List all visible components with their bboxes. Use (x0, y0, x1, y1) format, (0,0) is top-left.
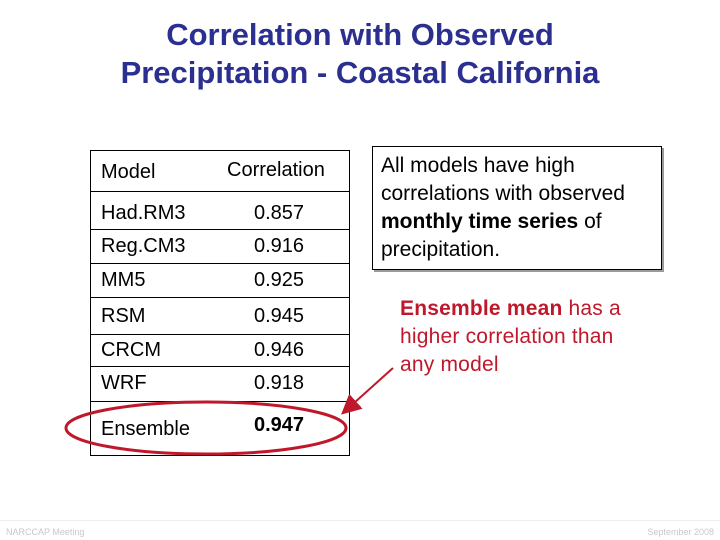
ensemble-correlation: 0.947 (254, 414, 305, 436)
row-model: WRF (101, 372, 147, 394)
correlation-table: Model Correlation Had.RM3 0.857 Reg.CM3 … (90, 150, 350, 456)
row-correlation: 0.945 (254, 305, 305, 327)
ensemble-note: Ensemble mean has a higher correlation t… (400, 295, 650, 379)
slide-title: Correlation with Observed Precipitation … (0, 16, 720, 92)
row-correlation: 0.916 (254, 235, 305, 257)
row-model: Reg.CM3 (101, 235, 186, 257)
ensemble-note-bold: Ensemble mean (400, 297, 563, 320)
row-model: CRCM (101, 339, 161, 361)
ensemble-note-text: has a higher correlation than any model (400, 297, 621, 376)
row-divider (91, 334, 349, 335)
title-line-1: Correlation with Observed (166, 17, 554, 52)
footer-right-text: September 2008 (647, 527, 714, 537)
row-correlation: 0.857 (254, 202, 305, 224)
row-correlation: 0.918 (254, 372, 305, 394)
row-divider (91, 229, 349, 230)
row-divider (91, 263, 349, 264)
row-model: MM5 (101, 269, 146, 291)
callout-text: All models have high correlations with o… (381, 154, 625, 205)
row-model: RSM (101, 305, 146, 327)
summary-callout: All models have high correlations with o… (372, 146, 662, 270)
row-divider (91, 401, 349, 402)
ensemble-label: Ensemble (101, 418, 190, 440)
title-line-2: Precipitation - Coastal California (120, 55, 600, 90)
highlight-arrow (341, 367, 394, 415)
row-divider (91, 297, 349, 298)
row-model: Had.RM3 (101, 202, 186, 224)
callout-text-end: of precipitation. (381, 210, 602, 261)
callout-bold-text: monthly time series (381, 210, 579, 233)
row-correlation: 0.925 (254, 269, 305, 291)
header-correlation: Correlation (227, 159, 325, 181)
row-correlation: 0.946 (254, 339, 305, 361)
footer-left-text: NARCCAP Meeting (6, 527, 85, 537)
footer-divider (0, 520, 720, 521)
header-divider (91, 191, 349, 192)
header-model: Model (101, 161, 156, 183)
row-divider (91, 366, 349, 367)
